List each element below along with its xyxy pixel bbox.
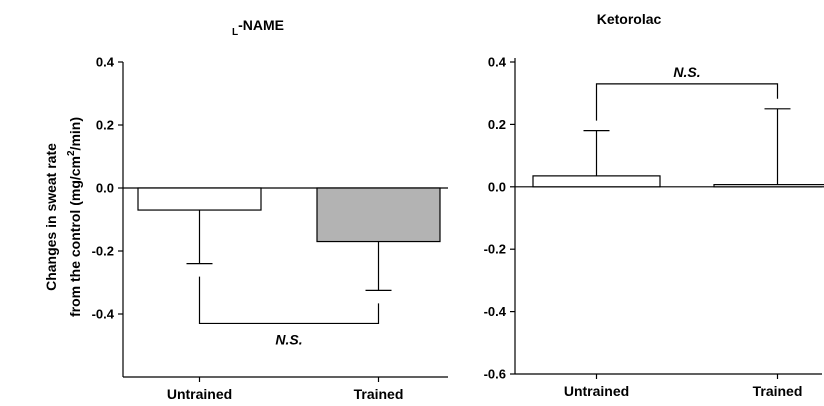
right-y-tick-label: 0.4 bbox=[488, 55, 507, 70]
right-x-tick-label-untrained: Untrained bbox=[564, 383, 629, 399]
right-bar-trained bbox=[713, 184, 824, 188]
right-ns-annotation: N.S. bbox=[673, 64, 700, 80]
right-bar-untrained bbox=[532, 175, 661, 188]
left-y-axis-label-line1: Changes in sweat rate bbox=[43, 143, 59, 291]
left-chart-panel: 0.4 0.2 0.0 -0.2 -0.4 Untrained Trained N.S. bbox=[92, 55, 448, 402]
left-y-axis-label-line2b: /min) bbox=[67, 117, 83, 150]
left-y-axis-label-line2a: from the control (mg/cm bbox=[67, 156, 83, 317]
left-title-main: -NAME bbox=[238, 17, 284, 33]
left-x-tick-label-trained: Trained bbox=[354, 386, 404, 402]
left-bar-untrained bbox=[137, 187, 262, 211]
right-y-tick-label: -0.4 bbox=[484, 304, 507, 319]
left-significance-bracket bbox=[198, 276, 380, 325]
left-chart-title: L-NAME bbox=[232, 17, 284, 38]
left-y-axis-label-sup: 2 bbox=[66, 150, 77, 156]
left-y-tick-label: 0.2 bbox=[96, 118, 114, 133]
right-y-tick-label: -0.2 bbox=[484, 242, 506, 257]
left-y-tick-label: 0.4 bbox=[96, 55, 115, 70]
left-title-subscript: L bbox=[232, 27, 238, 38]
right-chart-title: Ketorolac bbox=[597, 11, 662, 27]
left-ns-annotation: N.S. bbox=[275, 331, 302, 347]
right-x-tick-label-trained: Trained bbox=[753, 383, 803, 399]
left-y-tick-label: 0.0 bbox=[96, 181, 114, 196]
right-y-tick-label: -0.6 bbox=[484, 367, 506, 382]
right-chart-panel: 0.4 0.2 0.0 -0.2 -0.4 -0.6 Untrained Trained N.S… bbox=[484, 55, 824, 399]
left-y-tick-label: -0.4 bbox=[92, 307, 115, 322]
right-y-tick-label: 0.0 bbox=[488, 179, 506, 194]
left-bar-trained bbox=[316, 187, 441, 243]
right-significance-bracket bbox=[595, 83, 779, 121]
right-y-tick-label: 0.2 bbox=[488, 117, 506, 132]
left-y-axis-label-line2: from the control (mg/cm2/min) bbox=[66, 117, 83, 317]
left-x-tick-label-untrained: Untrained bbox=[167, 386, 232, 402]
left-y-tick-label: -0.2 bbox=[92, 244, 114, 259]
